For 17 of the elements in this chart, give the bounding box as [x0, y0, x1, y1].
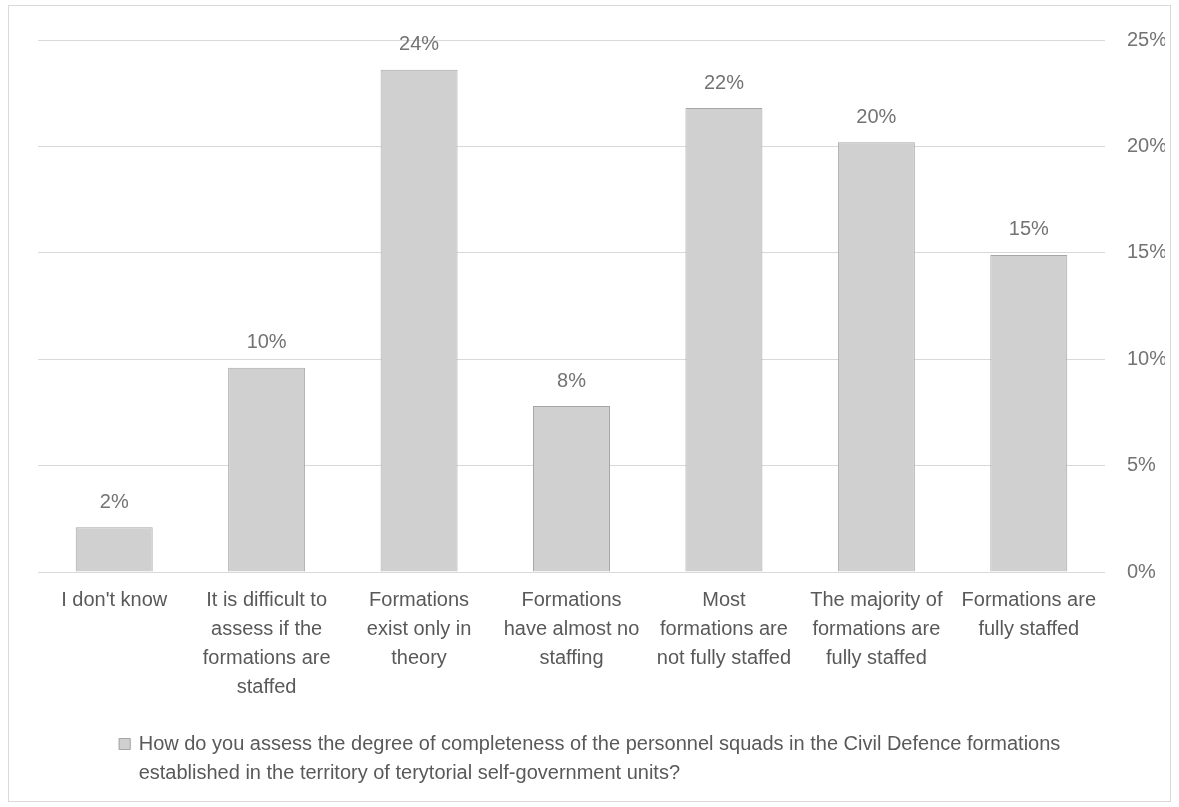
data-label: 2%: [99, 489, 129, 512]
y-tick-label: 0%: [1127, 559, 1157, 582]
x-tick-label: Formations are fully staffed: [961, 588, 1097, 640]
data-label: 10%: [246, 330, 287, 353]
data-label: 22%: [703, 70, 745, 93]
data-label: 20%: [856, 104, 897, 127]
x-tick-label: The majority of formations are fully staffed: [810, 588, 943, 669]
data-label: 24%: [399, 32, 440, 55]
x-tick-label: Formations have almost no staffing: [503, 588, 640, 669]
data-label: 8%: [557, 368, 587, 391]
x-tick-label: It is difficult to assess if the formations are staffed: [202, 588, 331, 698]
data-label: 15%: [1008, 217, 1050, 240]
x-tick-label: Most formations are not fully staffed: [656, 588, 792, 669]
legend-label: How do you assess the degree of completeness of the personnel squads in the Civil Defence formations established in the territory of terytorial self-government units?: [138, 731, 1061, 783]
x-tick-label: Formations exist only in theory: [366, 588, 472, 669]
x-tick-label: I don't know: [61, 588, 168, 611]
y-tick-label: 5%: [1127, 453, 1157, 476]
